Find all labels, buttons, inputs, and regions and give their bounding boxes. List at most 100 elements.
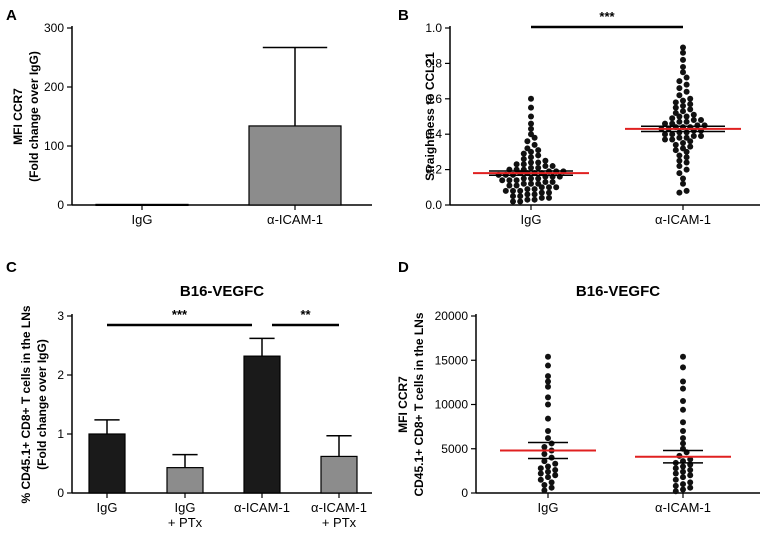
y-tick-label: 100 — [44, 139, 64, 153]
data-point — [672, 465, 679, 472]
data-point — [545, 373, 551, 380]
data-point — [680, 486, 686, 493]
data-point — [680, 440, 686, 447]
data-point — [698, 132, 704, 139]
data-point — [541, 458, 548, 465]
significance-label: *** — [599, 9, 615, 24]
data-point — [528, 104, 534, 111]
y-tick-label: 0.2 — [425, 163, 442, 177]
data-point — [672, 470, 679, 477]
x-category-label: IgG — [538, 500, 559, 515]
data-point — [683, 118, 690, 125]
data-point — [669, 131, 676, 138]
data-point — [552, 472, 559, 479]
data-point — [510, 198, 516, 205]
data-point — [687, 106, 694, 113]
data-point — [545, 468, 551, 475]
data-point — [520, 150, 527, 157]
data-point — [680, 140, 686, 147]
data-point — [680, 463, 686, 470]
data-point — [676, 85, 683, 92]
x-category-label: IgG — [175, 500, 196, 515]
data-point — [690, 132, 697, 139]
data-point — [541, 443, 548, 450]
data-point — [535, 147, 542, 154]
panel-letter-d: D — [398, 259, 409, 276]
data-point — [680, 378, 686, 385]
bar — [166, 467, 204, 494]
data-point — [676, 152, 683, 159]
data-point — [546, 184, 552, 191]
y-tick-label: 1 — [57, 427, 64, 441]
data-point — [528, 125, 534, 132]
data-point — [553, 184, 560, 191]
data-point — [680, 406, 686, 413]
data-point — [546, 194, 552, 201]
data-point — [531, 186, 538, 193]
data-point — [535, 164, 542, 171]
data-point — [680, 69, 686, 76]
data-point — [680, 364, 686, 371]
data-point — [687, 484, 694, 491]
data-point — [680, 56, 686, 63]
data-point — [672, 482, 679, 489]
data-point — [672, 104, 679, 111]
data-point — [537, 465, 544, 472]
data-point — [680, 435, 686, 442]
data-point — [672, 147, 679, 154]
data-point — [676, 134, 683, 141]
data-point — [690, 117, 697, 124]
data-point — [537, 476, 544, 483]
chart-title: B16-VEGFC — [576, 283, 660, 300]
data-point — [531, 191, 538, 198]
data-point — [528, 95, 534, 102]
y-axis-label: % CD45.1+ CD8+ T cells in the LNs — [19, 305, 33, 503]
data-point — [548, 440, 555, 447]
panel-letter-b: B — [398, 7, 409, 24]
y-axis-label: Straightness to CCL21 — [423, 52, 437, 181]
data-point — [676, 118, 683, 125]
y-axis-label: CD45.1+ CD8+ T cells in the LNs — [412, 312, 426, 496]
data-point — [680, 175, 686, 182]
data-point — [542, 163, 549, 170]
data-point — [541, 487, 548, 494]
data-point — [672, 141, 679, 148]
bar — [248, 125, 342, 206]
y-axis-label: (Fold change over IgG) — [27, 51, 41, 182]
data-point — [680, 97, 686, 104]
data-point — [680, 353, 686, 360]
data-point — [552, 466, 559, 473]
data-point — [676, 129, 683, 136]
data-point — [680, 63, 686, 70]
data-point — [549, 178, 556, 185]
data-point — [538, 189, 545, 196]
y-tick-label: 20000 — [435, 309, 469, 323]
y-axis-label: MFI CCR7 — [396, 376, 410, 433]
y-tick-label: 0.8 — [425, 56, 442, 70]
data-point — [662, 131, 668, 138]
y-tick-label: 1.0 — [425, 21, 442, 35]
data-point — [510, 193, 516, 200]
data-point — [683, 134, 690, 141]
data-point — [546, 189, 552, 196]
data-point — [524, 138, 531, 145]
data-point — [524, 196, 531, 203]
data-point — [545, 401, 551, 408]
data-point — [520, 175, 527, 182]
data-point — [513, 161, 520, 168]
data-point — [517, 198, 524, 205]
x-category-label: + PTx — [322, 515, 357, 530]
data-point — [545, 474, 551, 481]
data-point — [669, 120, 676, 127]
data-point — [694, 122, 701, 129]
data-point — [687, 143, 694, 150]
bar — [320, 455, 358, 494]
x-category-label: α-ICAM-1 — [267, 212, 323, 227]
data-point — [542, 178, 549, 185]
data-point — [517, 193, 524, 200]
data-point — [524, 191, 531, 198]
y-axis-label: MFI CCR7 — [11, 88, 25, 145]
data-point — [683, 187, 690, 194]
data-point — [517, 187, 524, 194]
